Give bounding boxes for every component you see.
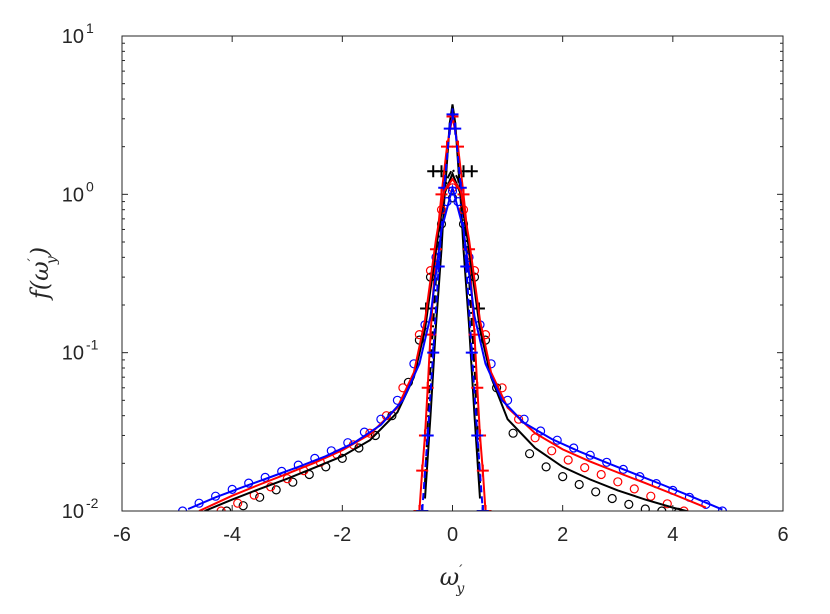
x-axis-label-sub: y bbox=[455, 581, 465, 597]
y-tick-label: 10 bbox=[62, 184, 84, 206]
series-7-point bbox=[717, 506, 727, 511]
series-3-point bbox=[416, 464, 429, 477]
series-3-point bbox=[476, 464, 489, 477]
y-tick-label-exponent: -1 bbox=[86, 337, 99, 353]
series-5-point bbox=[591, 487, 601, 497]
series-6-point bbox=[613, 477, 623, 487]
x-tick-label: 4 bbox=[667, 524, 678, 546]
series-4-point bbox=[465, 346, 478, 359]
x-tick-label: -2 bbox=[333, 524, 351, 546]
series-4-point bbox=[460, 260, 473, 273]
y-tick-label: 10 bbox=[62, 343, 84, 365]
series-6-point bbox=[679, 506, 689, 511]
x-tick-label: 0 bbox=[447, 524, 458, 546]
series-5-point bbox=[640, 504, 650, 511]
series-3-point bbox=[413, 505, 426, 511]
series-0 bbox=[424, 166, 481, 484]
series-9-line bbox=[198, 177, 707, 511]
series-6-point bbox=[513, 414, 524, 424]
series-8-line bbox=[204, 171, 691, 511]
y-axis-label-base: ω bbox=[26, 261, 54, 281]
series-5-point bbox=[255, 492, 265, 502]
series-4-point bbox=[432, 260, 445, 273]
x-axis-label: ω′ y bbox=[440, 563, 466, 597]
series-5-point bbox=[624, 499, 634, 509]
x-tick-label: 2 bbox=[557, 524, 568, 546]
series-9 bbox=[198, 177, 707, 511]
series-4-point bbox=[471, 429, 484, 442]
series-4-point bbox=[476, 505, 489, 511]
y-tick-label-exponent: 0 bbox=[86, 178, 94, 194]
series-1-line bbox=[424, 104, 481, 499]
series-3-point bbox=[435, 188, 448, 201]
x-tick-label: -6 bbox=[113, 524, 131, 546]
series-8 bbox=[204, 171, 691, 511]
series-5-point bbox=[657, 506, 667, 511]
series-5-point bbox=[524, 449, 535, 459]
series-6-point bbox=[547, 446, 557, 456]
series-4-point bbox=[449, 122, 462, 135]
x-tick-label: 6 bbox=[777, 524, 788, 546]
series-6-point bbox=[563, 455, 573, 465]
series-6-point bbox=[596, 469, 606, 480]
series-5-point bbox=[574, 479, 584, 490]
series-layer bbox=[178, 104, 727, 511]
series-6-point bbox=[216, 506, 226, 511]
series-4-point bbox=[427, 346, 440, 359]
y-tick-label: 10 bbox=[62, 26, 84, 48]
series-7-point bbox=[178, 506, 188, 511]
series-10-line bbox=[187, 183, 723, 511]
series-3-point bbox=[457, 188, 470, 201]
series-6-point bbox=[233, 498, 243, 508]
y-axis-label-prime: ′ bbox=[26, 257, 42, 261]
series-7-point bbox=[602, 457, 612, 467]
series-5-point bbox=[222, 506, 232, 511]
series-2-point bbox=[435, 165, 448, 178]
y-tick-label-exponent: -2 bbox=[86, 495, 99, 511]
series-4-point bbox=[416, 505, 429, 511]
series-5-point bbox=[238, 501, 248, 511]
y-tick-label-exponent: 1 bbox=[86, 20, 94, 36]
y-tick-label: 10 bbox=[62, 501, 84, 523]
y-axis-label-pre: f( bbox=[26, 280, 54, 301]
series-6-point bbox=[447, 183, 458, 193]
series-6-point bbox=[580, 463, 590, 473]
y-axis-label-sub: y bbox=[44, 255, 60, 265]
series-6-point bbox=[365, 428, 375, 438]
series-4-point bbox=[421, 429, 434, 442]
series-6-point bbox=[629, 484, 639, 494]
series-5-point bbox=[370, 430, 380, 441]
series-5-point bbox=[271, 485, 281, 495]
x-axis-label-base: ω bbox=[440, 563, 460, 591]
y-axis-label: f(ω′ y) bbox=[26, 247, 60, 301]
series-4-point bbox=[446, 108, 459, 121]
series-3-point bbox=[440, 140, 453, 153]
y-axis-label-post: ) bbox=[26, 247, 54, 257]
series-7-point bbox=[618, 464, 628, 474]
series-5-point bbox=[508, 428, 518, 438]
series-5-point bbox=[558, 472, 568, 482]
series-0-line bbox=[424, 166, 481, 484]
series-5-point bbox=[607, 493, 617, 504]
series-4 bbox=[416, 108, 489, 511]
series-3-point bbox=[479, 505, 492, 511]
series-10 bbox=[187, 183, 723, 511]
x-tick-label: -4 bbox=[223, 524, 241, 546]
series-5-point bbox=[541, 462, 551, 472]
x-axis-label-prime: ′ bbox=[459, 563, 463, 579]
series-1 bbox=[424, 104, 481, 499]
